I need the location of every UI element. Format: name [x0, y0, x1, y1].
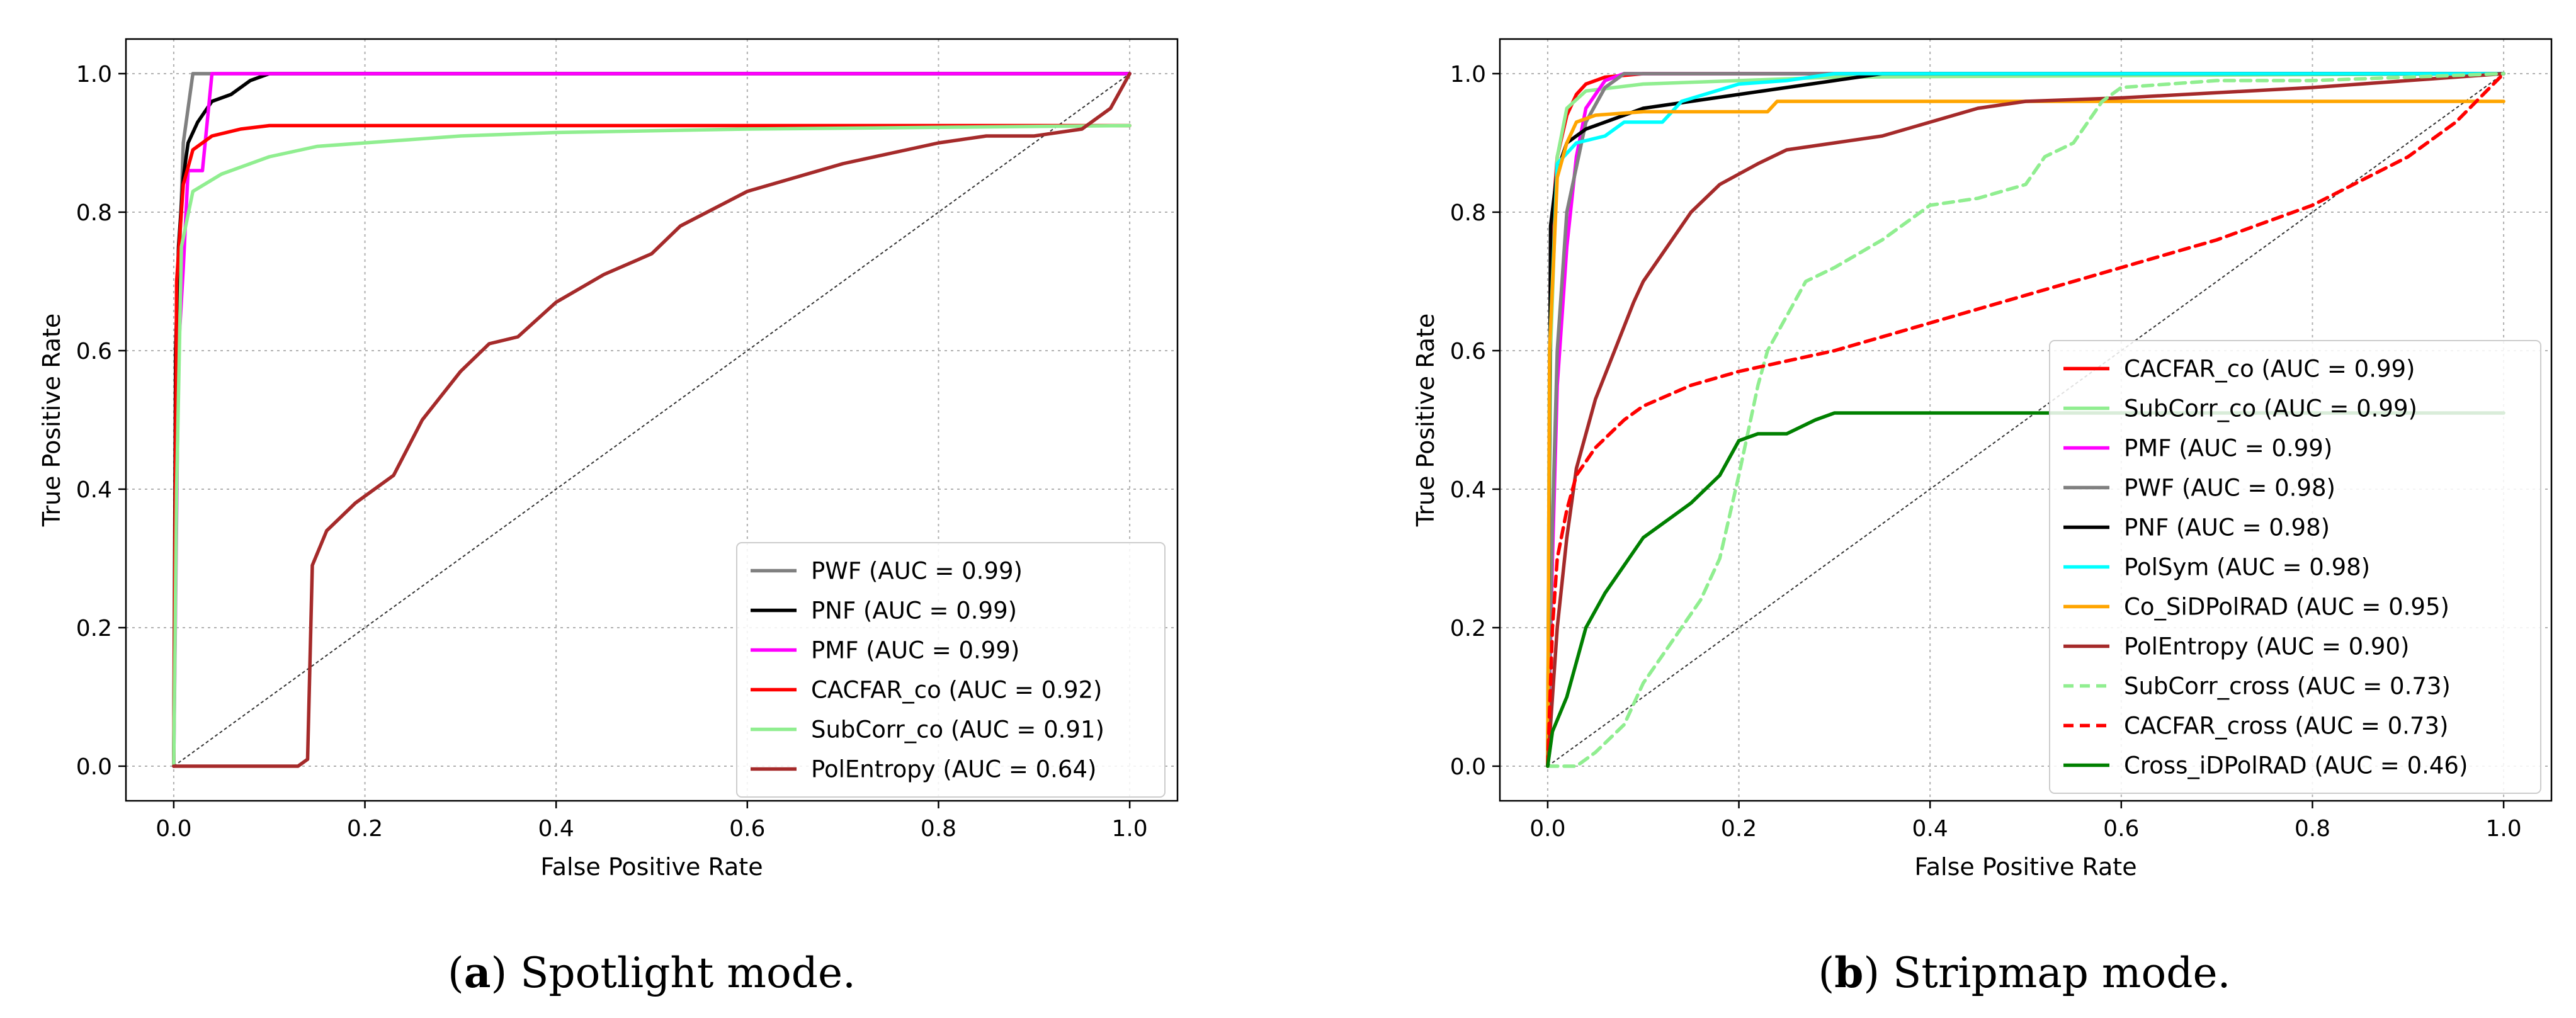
series-group: [1546, 72, 2505, 768]
series-line-8: [1546, 72, 2505, 768]
x-axis-label: False Positive Rate: [1914, 853, 2136, 881]
legend-label: CACFAR_co (AUC = 0.92): [811, 677, 1102, 704]
legend-label: PNF (AUC = 0.98): [2124, 514, 2330, 541]
legend-label: PWF (AUC = 0.99): [811, 558, 1023, 585]
legend-label: CACFAR_cross (AUC = 0.73): [2124, 713, 2448, 740]
legend-label: SubCorr_co (AUC = 0.99): [2124, 395, 2417, 422]
y-tick-label: 1.0: [76, 62, 112, 88]
caption-label: a: [464, 948, 491, 997]
series-line-3: [172, 123, 1132, 768]
legend-box: [2049, 340, 2541, 794]
y-tick-label: 1.0: [1450, 62, 1486, 88]
x-tick-label: 0.2: [347, 816, 383, 842]
y-tick-label: 0.2: [1450, 616, 1486, 642]
x-tick-label: 0.6: [2103, 816, 2139, 842]
y-tick-label: 0.0: [76, 754, 112, 780]
x-tick-label: 0.8: [2295, 816, 2330, 842]
plot-frame: [125, 38, 1179, 802]
y-tick-label: 0.2: [76, 616, 112, 642]
caption-open-paren: (: [448, 949, 464, 997]
y-tick-label: 0.8: [1450, 200, 1486, 226]
legend-label: PWF (AUC = 0.98): [2124, 475, 2335, 502]
chart-panel-b: 0.0 0.2 0.4 0.6 0.8 1.0 0.0 0.2 0.4 0.6 0.8 1.0 Fals…: [1412, 38, 2553, 997]
caption-text: ) Spotlight mode.: [491, 949, 856, 997]
y-axis-label: True Positive Rate: [1412, 314, 1439, 528]
legend-label: CACFAR_co (AUC = 0.99): [2124, 356, 2415, 383]
x-tick-label: 0.0: [156, 816, 191, 842]
x-tick-label: 0.4: [538, 816, 574, 842]
x-tick-label: 0.4: [1912, 816, 1948, 842]
series-line-5: [172, 72, 1132, 768]
panel-caption: (a) Spotlight mode.: [448, 948, 856, 997]
x-axis-label: False Positive Rate: [540, 853, 763, 881]
x-tick-label: 0.2: [1721, 816, 1757, 842]
y-tick-label: 0.4: [1450, 477, 1486, 503]
series-group: [172, 72, 1132, 768]
y-axis-label: True Positive Rate: [38, 314, 65, 528]
series-line-7: [1546, 72, 2505, 768]
x-tick-label: 1.0: [2485, 816, 2521, 842]
y-tick-label: 0.4: [76, 477, 112, 503]
legend-label: SubCorr_cross (AUC = 0.73): [2124, 673, 2451, 700]
x-tick-label: 0.6: [729, 816, 765, 842]
y-tick-label: 0.6: [76, 339, 112, 365]
y-tick-label: 0.6: [1450, 339, 1486, 365]
caption-label: b: [1834, 948, 1863, 997]
legend-label: Cross_iDPolRAD (AUC = 0.46): [2124, 752, 2468, 779]
legend-label: PMF (AUC = 0.99): [811, 637, 1019, 664]
legend: CACFAR_co (AUC = 0.99) SubCorr_co (AUC = …: [2049, 340, 2541, 794]
legend-label: SubCorr_co (AUC = 0.91): [811, 716, 1104, 744]
caption-text: ) Stripmap mode.: [1863, 949, 2230, 997]
legend-label: PNF (AUC = 0.99): [811, 597, 1017, 625]
series-line-9: [1546, 72, 2505, 768]
legend-box: [736, 542, 1166, 798]
panel-caption: (b) Stripmap mode.: [1818, 948, 2230, 997]
diagonal-reference-line: [1547, 73, 2504, 767]
y-tick-label: 0.8: [76, 200, 112, 226]
x-tick-label: 0.8: [921, 816, 956, 842]
plot-frame: [1499, 38, 2553, 802]
legend-label: PolEntropy (AUC = 0.90): [2124, 633, 2409, 660]
caption-open-paren: (: [1818, 949, 1834, 997]
series-line-6: [1546, 99, 2505, 768]
series-line-4: [172, 123, 1132, 768]
series-line-3: [1546, 72, 2505, 768]
x-tick-label: 0.0: [1529, 816, 1565, 842]
legend-label: PolEntropy (AUC = 0.64): [811, 756, 1096, 783]
x-tick-label: 1.0: [1111, 816, 1147, 842]
legend: PWF (AUC = 0.99) PNF (AUC = 0.99) PMF (AUC…: [736, 542, 1166, 798]
legend-label: PolSym (AUC = 0.98): [2124, 554, 2370, 581]
chart-panel-a: 0.0 0.2 0.4 0.6 0.8 1.0 0.0 0.2 0.4 0.6 0.8 1.0 Fals…: [38, 38, 1179, 997]
diagonal-reference-line: [173, 73, 1130, 767]
series-line-10: [1546, 411, 2505, 768]
legend-label: Co_SiDPolRAD (AUC = 0.95): [2124, 594, 2449, 621]
y-tick-label: 0.0: [1450, 754, 1486, 780]
legend-label: PMF (AUC = 0.99): [2124, 435, 2332, 462]
